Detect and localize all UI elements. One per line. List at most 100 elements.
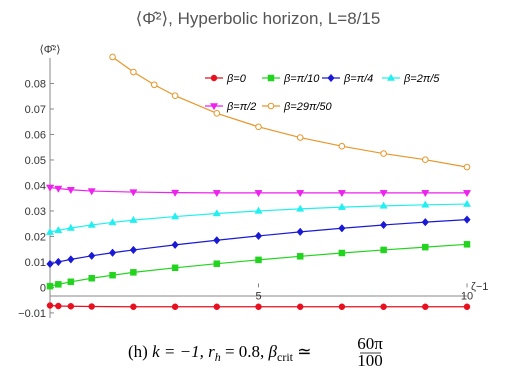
data-point (109, 271, 116, 279)
data-point (213, 260, 221, 267)
y-tick-label: 0.03 (25, 206, 46, 218)
caption-r: r (208, 342, 215, 361)
data-point (337, 190, 346, 198)
data-point (296, 204, 305, 212)
data-point (171, 92, 179, 100)
data-point (421, 190, 430, 198)
data-point (338, 224, 346, 233)
data-point (255, 123, 262, 131)
data-point (46, 259, 54, 269)
data-point (150, 81, 158, 89)
data-point (254, 206, 263, 214)
data-point (129, 215, 138, 223)
data-point (87, 188, 96, 196)
data-point (130, 68, 137, 76)
caption-frac-num: 60π (357, 334, 383, 353)
legend: β=0 β=π/10 β=π/4 β=2π/5 β=π/2 β=29π/50 (205, 73, 440, 113)
svg-text:(h) k = −1, rh = 0.8, βcrit ≃: (h) k = −1, rh = 0.8, βcrit ≃ (128, 342, 312, 364)
data-point (54, 226, 63, 234)
data-point (109, 53, 116, 61)
data-point (296, 303, 304, 311)
data-point (88, 274, 95, 282)
data-point (254, 190, 263, 198)
data-point (54, 185, 63, 193)
data-point (213, 236, 221, 245)
data-point (462, 190, 472, 198)
data-point (88, 251, 96, 260)
legend-swatch-marker (386, 73, 396, 81)
data-point (296, 190, 305, 198)
x-ticks: 5 10 (255, 283, 473, 302)
y-tick-label: 0 (40, 282, 46, 294)
data-point (213, 110, 221, 117)
data-point (130, 269, 137, 276)
data-point (380, 246, 387, 254)
legend-swatch-marker (210, 74, 218, 82)
data-point (421, 217, 429, 227)
data-point (463, 215, 471, 224)
series-4 (45, 184, 472, 198)
data-point (422, 303, 429, 311)
data-point (108, 248, 117, 257)
data-point (55, 302, 62, 310)
data-point (255, 256, 262, 264)
data-point (212, 190, 221, 198)
data-point (463, 241, 471, 248)
y-tick-label: 0.04 (25, 180, 46, 192)
series-1 (46, 241, 471, 290)
data-point (296, 253, 304, 260)
caption-frac-den: 100 (357, 351, 383, 370)
legend-item-3: β=2π/5 (382, 73, 440, 85)
caption-k: k = −1, (152, 342, 208, 361)
y-tick-label: 0.07 (25, 104, 46, 116)
data-point (87, 220, 96, 228)
data-point (66, 187, 75, 195)
legend-swatch-marker (267, 74, 275, 82)
data-point (67, 255, 75, 264)
legend-item-5: β=29π/50 (262, 101, 332, 113)
legend-swatch-marker (209, 103, 219, 111)
data-point (55, 281, 62, 288)
data-point (422, 156, 429, 164)
legend-item-0: β=0 (205, 73, 247, 85)
data-point (171, 189, 180, 197)
chart-title: ⟨Φ̂²⟩, Hyperbolic horizon, L=8/15 (136, 9, 381, 28)
data-point (67, 278, 75, 286)
data-point (46, 302, 54, 309)
y-ticks: −0.01 0 0.01 0.02 0.03 0.04 0.05 0.06 0.07 0.08 (18, 78, 54, 320)
caption-beta-sub: crit (277, 350, 294, 364)
legend-swatch-marker (327, 73, 335, 83)
data-point (212, 209, 221, 217)
data-point (129, 189, 138, 197)
y-tick-label: 0.08 (25, 78, 46, 90)
series-line-2 (49, 219, 468, 265)
data-point (338, 303, 346, 311)
data-point (380, 303, 387, 311)
caption-r-value: = 0.8, (221, 342, 269, 361)
x-tick-label: 5 (255, 290, 261, 302)
legend-item-4: β=π/2 (205, 101, 256, 113)
data-point (67, 303, 75, 310)
data-point (379, 201, 388, 209)
data-point (171, 212, 180, 220)
y-tick-label: 0.02 (25, 231, 46, 243)
series-5 (109, 53, 471, 171)
data-point (462, 199, 472, 207)
caption: (h) k = −1, rh = 0.8, βcrit ≃ 60π 100 (128, 334, 383, 370)
legend-label: β=2π/5 (403, 73, 440, 85)
caption-r-sub: h (215, 350, 221, 364)
series-0 (46, 302, 471, 311)
data-point (108, 218, 117, 226)
y-tick-label: 0.05 (25, 155, 46, 167)
caption-approx: ≃ (293, 342, 312, 361)
caption-beta: β (268, 342, 278, 361)
data-point (379, 190, 388, 198)
data-point (171, 240, 179, 250)
data-point (66, 223, 75, 231)
y-tick-label: 0.06 (25, 129, 46, 141)
series-2 (46, 215, 471, 269)
data-point (337, 202, 346, 210)
legend-label: β=0 (226, 73, 247, 85)
data-point (130, 303, 137, 311)
